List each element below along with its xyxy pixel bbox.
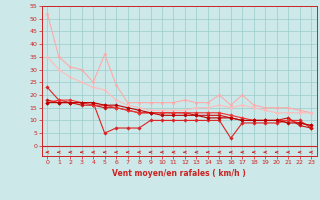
X-axis label: Vent moyen/en rafales ( km/h ): Vent moyen/en rafales ( km/h )	[112, 169, 246, 178]
